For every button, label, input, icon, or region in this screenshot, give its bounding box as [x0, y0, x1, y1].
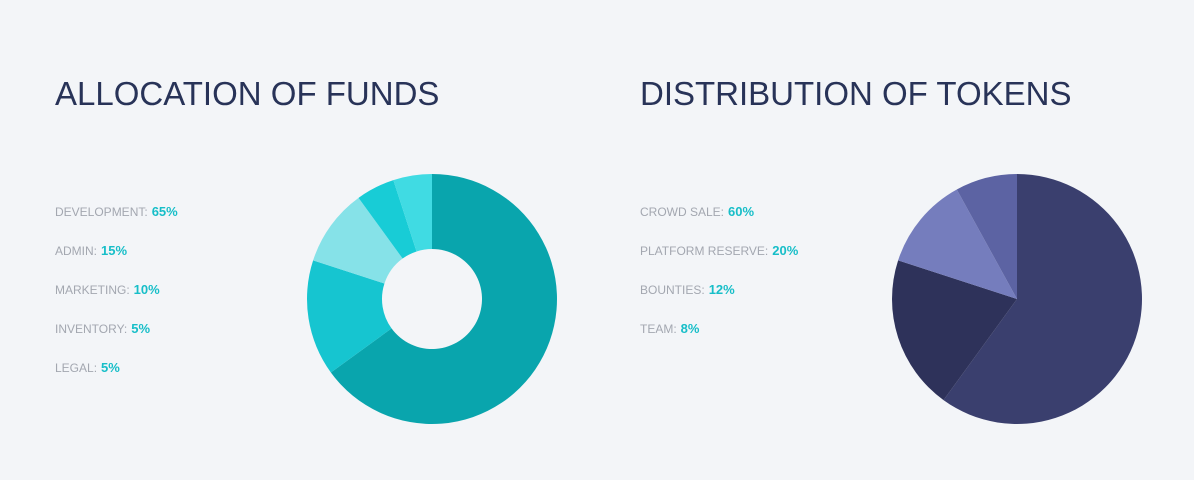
legend-entry: BOUNTIES: 12%: [640, 282, 735, 297]
slice: [393, 174, 432, 252]
legend-label: CROWD SALE:: [640, 205, 724, 219]
legend-label: ADMIN:: [55, 244, 97, 258]
legend-label: MARKETING:: [55, 283, 130, 297]
legend-entry: MARKETING: 10%: [55, 282, 160, 297]
slice: [892, 260, 1017, 401]
slice: [358, 180, 417, 259]
legend-entry: DEVELOPMENT: 65%: [55, 204, 178, 219]
legend-entry: PLATFORM RESERVE: 20%: [640, 243, 799, 258]
legend-entry: LEGAL: 5%: [55, 360, 120, 375]
slice: [330, 174, 558, 424]
legend-value: 12%: [709, 282, 735, 297]
legend-entry: TEAM: 8%: [640, 321, 700, 336]
legend-entry: CROWD SALE: 60%: [640, 204, 754, 219]
legend-value: 20%: [772, 243, 798, 258]
slice: [898, 189, 1017, 299]
legend-label: TEAM:: [640, 322, 677, 336]
legend-value: 8%: [681, 321, 700, 336]
chart-title: ALLOCATION OF FUNDS: [55, 75, 439, 112]
slice: [956, 174, 1017, 299]
legend-value: 65%: [152, 204, 178, 219]
chart-title: DISTRIBUTION OF TOKENS: [640, 75, 1072, 112]
legend-label: BOUNTIES:: [640, 283, 705, 297]
legend-value: 60%: [728, 204, 754, 219]
chart: ALLOCATION OF FUNDS DEVELOPMENT: 65% ADMIN:…: [55, 75, 558, 424]
slice: [313, 197, 403, 284]
slice: [307, 260, 392, 373]
legend-label: LEGAL:: [55, 361, 97, 375]
legend-label: PLATFORM RESERVE:: [640, 244, 768, 258]
legend-value: 5%: [131, 321, 150, 336]
legend-entry: ADMIN: 15%: [55, 243, 127, 258]
legend-label: DEVELOPMENT:: [55, 205, 148, 219]
legend-value: 5%: [101, 360, 120, 375]
slice: [943, 174, 1143, 424]
legend-entry: INVENTORY: 5%: [55, 321, 150, 336]
legend-value: 10%: [134, 282, 160, 297]
legend-label: INVENTORY:: [55, 322, 127, 336]
legend-value: 15%: [101, 243, 127, 258]
chart: DISTRIBUTION OF TOKENS CROWD SALE: 60% PLAT…: [640, 75, 1143, 424]
